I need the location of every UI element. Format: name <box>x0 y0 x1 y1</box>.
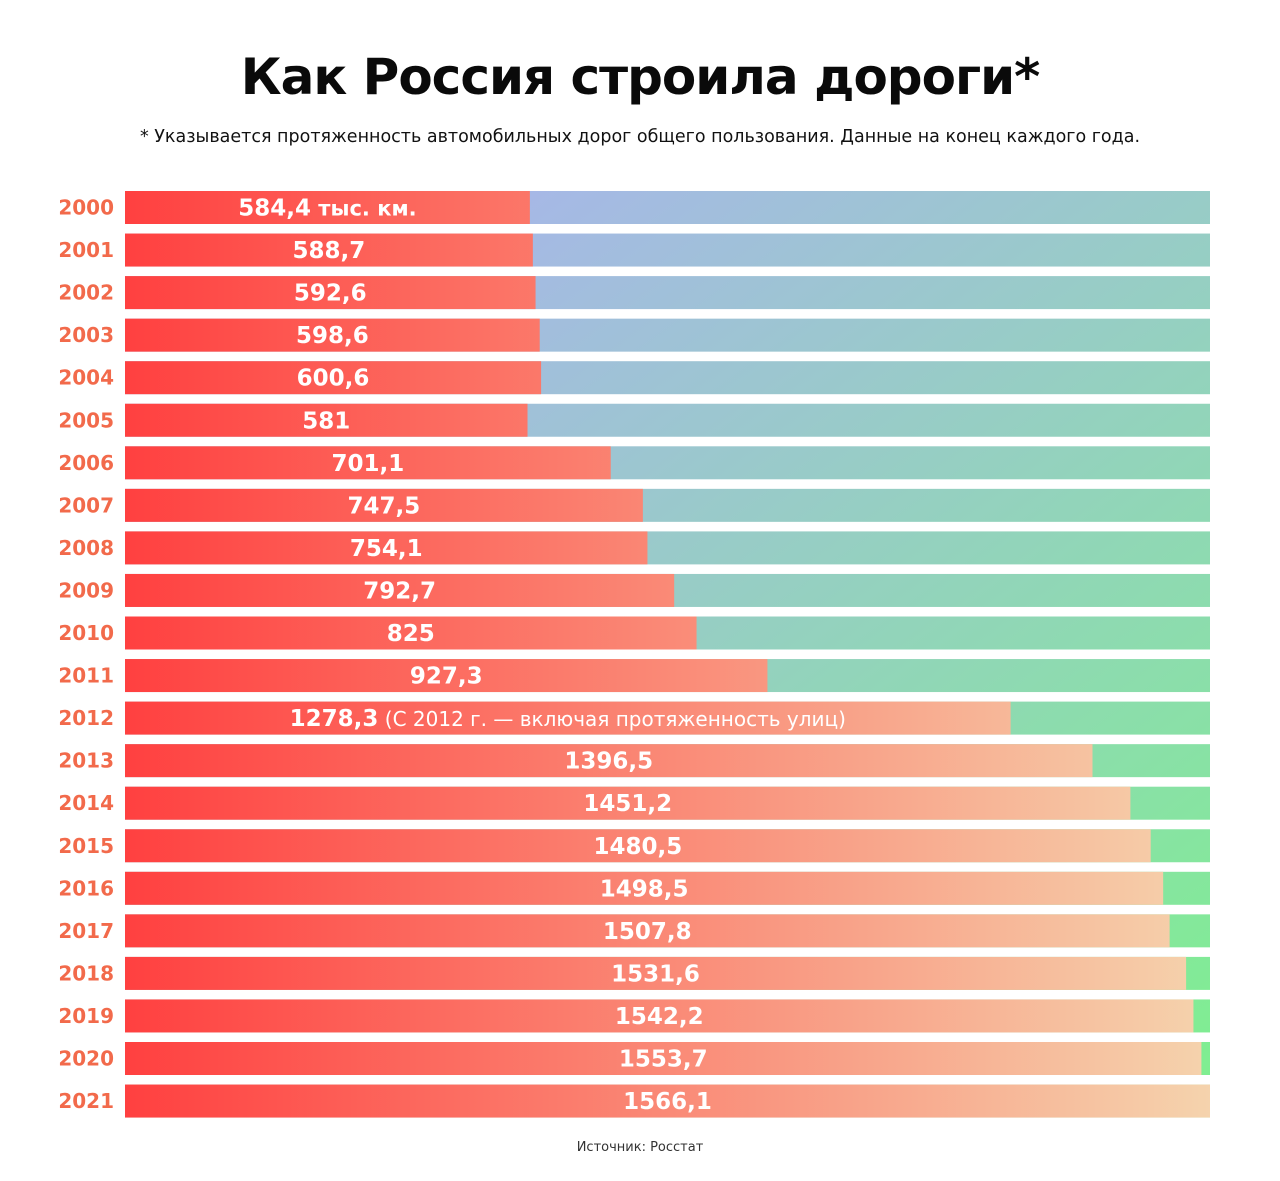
bar-2006 <box>125 446 611 480</box>
bar-2009 <box>125 573 675 607</box>
value-label-2011: 927,3 <box>410 664 483 690</box>
bar-2019 <box>125 999 1194 1033</box>
bar-2020 <box>125 1042 1202 1075</box>
bar-2018 <box>125 956 1187 990</box>
year-label-2016: 2016 <box>58 876 114 900</box>
bar-2010 <box>125 616 697 650</box>
value-label-2006: 701,1 <box>331 451 404 477</box>
bar-2016 <box>125 871 1164 905</box>
year-label-2015: 2015 <box>58 834 114 858</box>
value-label-2005: 581 <box>302 408 350 434</box>
bar-2003 <box>125 318 540 352</box>
bar-2011 <box>125 659 768 693</box>
value-label-2021: 1566,1 <box>623 1089 712 1115</box>
chart-title: Как Россия строила дороги* <box>240 48 1041 106</box>
year-label-2008: 2008 <box>58 536 114 560</box>
year-label-2005: 2005 <box>58 408 114 432</box>
bar-2013 <box>125 744 1093 778</box>
year-label-2001: 2001 <box>58 238 114 262</box>
value-label-2013: 1396,5 <box>564 749 653 775</box>
value-label-2004: 600,6 <box>297 366 370 392</box>
value-label-2017: 1507,8 <box>603 919 692 945</box>
value-label-2009: 792,7 <box>363 578 436 604</box>
value-label-2020: 1553,7 <box>619 1047 708 1073</box>
year-label-2002: 2002 <box>58 281 114 305</box>
value-label-2019: 1542,2 <box>615 1004 704 1030</box>
year-label-2013: 2013 <box>58 749 114 773</box>
bar-2014 <box>125 786 1131 820</box>
bar-2017 <box>125 914 1170 948</box>
bar-2002 <box>125 276 536 310</box>
value-label-2003: 598,6 <box>296 323 369 349</box>
year-label-2012: 2012 <box>58 706 114 730</box>
value-label-2002: 592,6 <box>294 281 367 307</box>
year-label-2019: 2019 <box>58 1004 114 1028</box>
year-label-2014: 2014 <box>58 791 114 815</box>
value-label-2015: 1480,5 <box>593 834 682 860</box>
value-label-2014: 1451,2 <box>583 791 672 817</box>
value-label-2000: 584,4 тыс. км. <box>238 196 416 222</box>
year-label-2007: 2007 <box>58 493 114 517</box>
value-label-2007: 747,5 <box>348 493 421 519</box>
bar-2015 <box>125 829 1151 863</box>
year-label-2010: 2010 <box>58 621 114 645</box>
bar-2004 <box>125 361 542 395</box>
year-label-2018: 2018 <box>58 961 114 985</box>
value-label-2018: 1531,6 <box>611 961 700 987</box>
value-label-2016: 1498,5 <box>600 876 689 902</box>
year-label-2021: 2021 <box>58 1089 114 1113</box>
year-label-2017: 2017 <box>58 919 114 943</box>
annotation-2012: (С 2012 г. — включая протяженность улиц) <box>378 707 846 731</box>
bar-2000 <box>125 191 530 224</box>
year-label-2009: 2009 <box>58 578 114 602</box>
year-label-2004: 2004 <box>58 366 114 390</box>
chart-subtitle: * Указывается протяженность автомобильны… <box>139 127 1141 147</box>
bar-2021 <box>125 1084 1210 1118</box>
value-label-2012: 1278,3 (С 2012 г. — включая протяженност… <box>290 706 846 732</box>
bar-2007 <box>125 488 643 522</box>
bar-2012 <box>125 701 1011 735</box>
year-label-2003: 2003 <box>58 323 114 347</box>
bar-2008 <box>125 531 648 565</box>
source-note: Источник: Росстат <box>576 1140 704 1155</box>
bar-2001 <box>125 233 533 267</box>
value-label-2008: 754,1 <box>350 536 423 562</box>
year-label-2000: 2000 <box>58 196 114 220</box>
bar-2005 <box>125 403 528 437</box>
year-label-2006: 2006 <box>58 451 114 475</box>
year-label-2011: 2011 <box>58 664 114 688</box>
year-label-2020: 2020 <box>58 1047 114 1071</box>
value-label-2010: 825 <box>387 621 435 647</box>
value-label-2001: 588,7 <box>293 238 366 264</box>
